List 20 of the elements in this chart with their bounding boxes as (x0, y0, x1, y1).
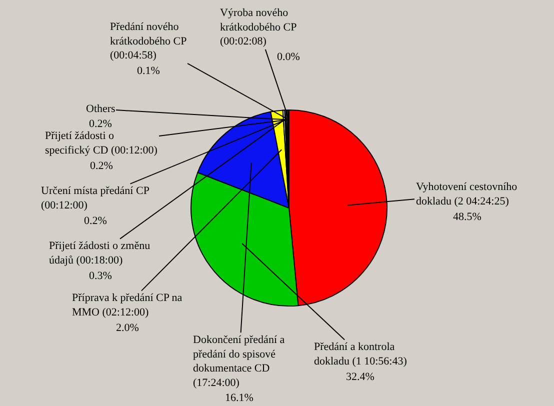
text: 0.0% (277, 51, 300, 63)
data-label: 0.2% (84, 215, 107, 227)
slice-label: Určení místa předání CP (00:12:00) (41, 185, 150, 212)
data-label: 0.1% (137, 65, 160, 77)
slice-label: Předání a kontrola dokladu (1 10:56:43) (314, 341, 408, 368)
slice-label: Příprava k předání CP na MMO (02:12:00) (72, 292, 182, 318)
data-label: 48.5% (453, 211, 482, 223)
category-label: Výroba nového krátkodobého CP (00:02:08) (220, 7, 297, 48)
data-label: 16.1% (225, 392, 254, 404)
data-label: 0.2% (90, 160, 113, 172)
slice-label: Přijetí žádosti o změnu údajů (00:18:00) (49, 240, 151, 266)
data-label: 32.4% (346, 371, 374, 383)
slice-label: Předání nového krátkodobého CP (00:04:58) (110, 21, 187, 62)
data-label: 2.0% (116, 322, 139, 334)
data-label: 0.3% (89, 270, 112, 282)
data-label: 0.2% (89, 118, 112, 130)
slice-label: Přijetí žádosti o specifický CD (00:12:00) (45, 130, 158, 156)
slice-label: Others (86, 103, 116, 115)
slice-label: Vyhotovení cestovního dokladu (2 04:24:25) (416, 181, 518, 208)
slice-label: Dokončení předání a předání do spisové dokumentace CD (17:24:00) (193, 334, 285, 389)
